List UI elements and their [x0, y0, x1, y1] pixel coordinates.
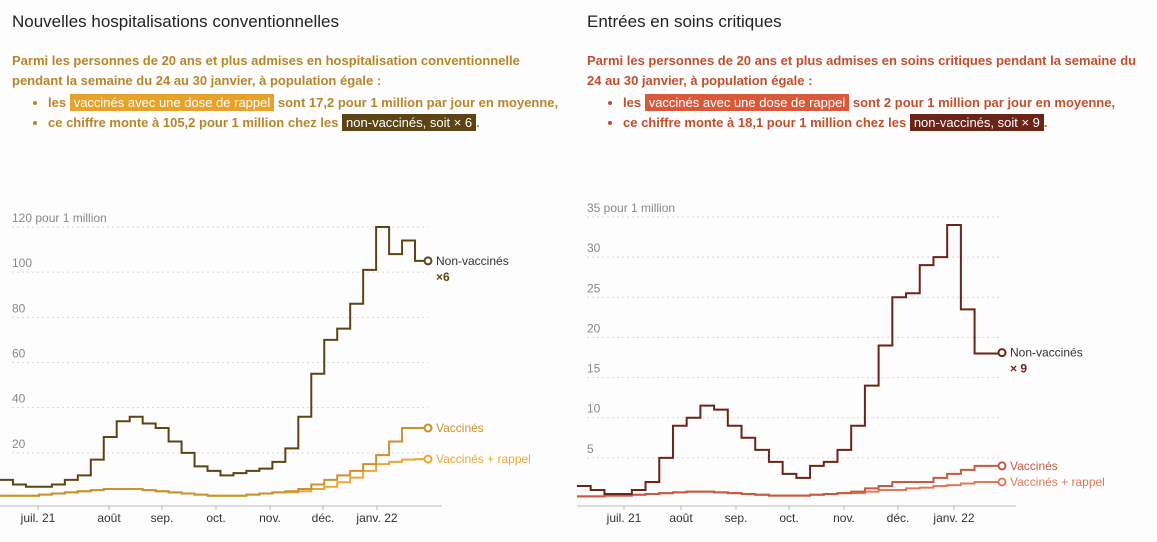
- intro-text: Parmi les personnes de 20 ans et plus ad…: [12, 53, 520, 88]
- series-label: Vaccinés + rappel: [436, 452, 531, 466]
- bullet-nonvac: ce chiffre monte à 18,1 pour 1 million c…: [623, 113, 1142, 133]
- x-tick-label: oct.: [206, 511, 225, 525]
- nonvac-tag: non-vaccinés, soit × 9: [909, 114, 1044, 131]
- series-label: Non-vaccinés: [436, 254, 509, 268]
- series-label: Vaccinés: [1010, 459, 1058, 473]
- series-label: Non-vaccinés: [1010, 346, 1083, 360]
- bullet-text: sont 2 pour 1 million par jour en moyenn…: [849, 95, 1116, 110]
- x-tick-label: déc.: [887, 511, 910, 525]
- series-label: Vaccinés + rappel: [1010, 475, 1105, 489]
- boost-tag: vaccinés avec une dose de rappel: [69, 94, 275, 111]
- right-panel: Entrées en soins critiques Parmi les per…: [587, 0, 1147, 542]
- series-end-marker: [423, 256, 433, 266]
- bullet-text: ce chiffre monte à 18,1 pour 1 million c…: [623, 115, 910, 130]
- x-tick-label: sep.: [151, 511, 174, 525]
- x-tick-label: janv. 22: [932, 511, 974, 525]
- series-line-nonvac: [577, 224, 1003, 495]
- x-tick-label: oct.: [779, 511, 798, 525]
- y-tick-label: 100: [12, 256, 32, 270]
- y-tick-label: 30: [587, 241, 601, 255]
- x-tick-label: août: [97, 511, 121, 525]
- y-tick-label: 35 pour 1 million: [587, 201, 675, 215]
- series-line-vac: [577, 464, 1002, 498]
- x-tick-label: juil. 21: [20, 511, 56, 525]
- y-tick-label: 120 pour 1 million: [12, 211, 107, 225]
- bullet-boost: les vaccinés avec une dose de rappel son…: [623, 93, 1142, 113]
- y-tick-label: 5: [587, 442, 594, 456]
- y-tick-label: 80: [12, 301, 26, 315]
- series-end-marker: [997, 348, 1007, 358]
- chart-title: Nouvelles hospitalisations conventionnel…: [12, 12, 339, 31]
- intro-text: Parmi les personnes de 20 ans et plus ad…: [587, 53, 1137, 88]
- boost-tag: vaccinés avec une dose de rappel: [644, 94, 850, 111]
- y-tick-label: 25: [587, 281, 601, 295]
- series-line-nonvac: [0, 226, 428, 488]
- series-line-vac: [0, 426, 428, 497]
- chart-intro: Parmi les personnes de 20 ans et plus ad…: [587, 51, 1142, 133]
- multiplier-label: × 9: [1010, 362, 1027, 376]
- y-tick-label: 60: [12, 347, 26, 361]
- multiplier-label: ×6: [436, 270, 450, 284]
- bullet-text: .: [1043, 115, 1048, 130]
- bullet-nonvac: ce chiffre monte à 105,2 pour 1 million …: [48, 113, 567, 133]
- series-end-marker: [423, 454, 433, 464]
- series-end-marker: [423, 423, 433, 433]
- series-end-marker: [997, 477, 1007, 487]
- x-tick-label: août: [669, 511, 693, 525]
- x-tick-label: nov.: [259, 511, 281, 525]
- x-tick-label: sep.: [725, 511, 748, 525]
- y-tick-label: 10: [587, 402, 601, 416]
- y-tick-label: 15: [587, 362, 601, 376]
- chart-intro: Parmi les personnes de 20 ans et plus ad…: [12, 51, 567, 133]
- nonvac-tag: non-vaccinés, soit × 6: [342, 114, 477, 131]
- bullet-list: les vaccinés avec une dose de rappel son…: [12, 93, 567, 133]
- x-tick-label: janv. 22: [355, 511, 397, 525]
- chart-title: Entrées en soins critiques: [587, 12, 782, 31]
- bullet-text: sont 17,2 pour 1 million par jour en moy…: [274, 95, 559, 110]
- y-tick-label: 20: [587, 321, 601, 335]
- bullet-boost: les vaccinés avec une dose de rappel son…: [48, 93, 567, 113]
- bullet-text: les: [48, 95, 70, 110]
- left-panel: Nouvelles hospitalisations conventionnel…: [12, 0, 572, 542]
- y-tick-label: 40: [12, 392, 26, 406]
- x-tick-label: déc.: [312, 511, 335, 525]
- series-label: Vaccinés: [436, 421, 484, 435]
- x-tick-label: nov.: [833, 511, 855, 525]
- series-end-marker: [997, 461, 1007, 471]
- bullet-list: les vaccinés avec une dose de rappel son…: [587, 93, 1142, 133]
- bullet-text: ce chiffre monte à 105,2 pour 1 million …: [48, 115, 343, 130]
- bullet-text: les: [623, 95, 645, 110]
- y-tick-label: 20: [12, 437, 26, 451]
- x-tick-label: juil. 21: [606, 511, 642, 525]
- bullet-text: .: [476, 115, 480, 130]
